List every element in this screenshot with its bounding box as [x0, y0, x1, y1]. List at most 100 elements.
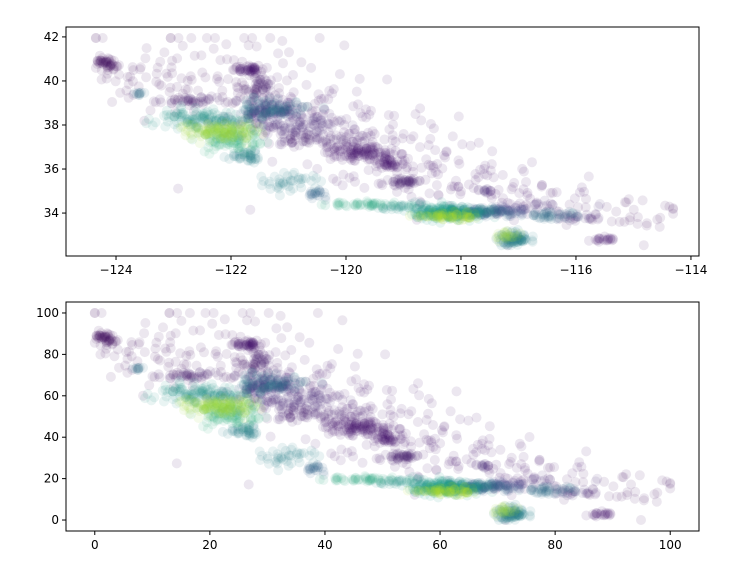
data-point — [437, 214, 448, 225]
data-point — [231, 114, 242, 125]
data-point — [464, 212, 475, 223]
data-point — [253, 99, 263, 110]
data-point — [160, 121, 171, 132]
data-point — [593, 233, 604, 244]
data-point — [285, 109, 296, 120]
data-point — [269, 99, 280, 110]
data-point — [372, 154, 383, 165]
data-point — [479, 185, 490, 196]
data-point — [465, 212, 475, 223]
data-point — [348, 149, 359, 159]
data-point — [468, 207, 479, 217]
data-point — [230, 356, 241, 367]
data-point — [423, 207, 434, 218]
data-point — [458, 205, 469, 216]
data-point — [319, 187, 330, 198]
data-point — [120, 360, 131, 371]
data-point — [601, 201, 612, 212]
data-point — [361, 143, 372, 154]
data-point — [332, 200, 343, 211]
data-point — [441, 212, 452, 223]
data-point — [214, 95, 225, 106]
data-point — [477, 204, 488, 215]
data-point — [381, 162, 392, 173]
data-point — [104, 56, 115, 67]
data-point — [240, 114, 251, 124]
data-point — [354, 132, 365, 143]
data-point — [212, 134, 223, 145]
data-point — [197, 67, 208, 78]
data-point — [309, 188, 320, 199]
data-point — [264, 138, 274, 149]
data-point — [509, 237, 519, 248]
data-point — [438, 201, 449, 212]
data-point — [232, 82, 242, 92]
data-point — [176, 73, 187, 84]
data-point — [115, 87, 126, 98]
y-tick-label: 38 — [44, 118, 59, 132]
data-point — [437, 204, 447, 214]
data-point — [275, 107, 286, 118]
data-point — [104, 335, 115, 346]
data-point — [202, 128, 213, 139]
data-point — [335, 146, 346, 157]
data-point — [564, 206, 575, 217]
data-point — [511, 231, 522, 242]
data-point — [176, 315, 187, 326]
data-point — [273, 103, 284, 114]
data-point — [206, 112, 217, 123]
data-point — [346, 155, 357, 166]
data-point — [435, 206, 445, 217]
data-point — [554, 209, 565, 220]
data-point — [513, 231, 523, 242]
data-point — [328, 173, 339, 184]
data-point — [219, 314, 230, 325]
data-point — [151, 337, 162, 348]
data-point — [315, 113, 326, 124]
data-point — [440, 208, 451, 219]
data-point — [465, 203, 475, 214]
data-point — [271, 108, 282, 119]
data-point — [184, 308, 195, 318]
data-point — [236, 341, 247, 352]
data-point — [459, 204, 470, 215]
data-point — [240, 83, 251, 94]
data-point — [247, 122, 258, 133]
data-point — [454, 214, 464, 225]
data-point — [380, 160, 391, 170]
data-point — [111, 336, 122, 347]
data-point — [233, 366, 244, 377]
data-point — [134, 337, 145, 348]
data-point — [457, 201, 468, 212]
data-point — [453, 181, 464, 192]
data-point — [230, 109, 241, 120]
data-point — [249, 95, 260, 106]
data-point — [199, 108, 210, 119]
data-point — [205, 113, 216, 124]
data-point — [277, 94, 288, 105]
data-point — [428, 207, 439, 218]
data-point — [261, 104, 272, 115]
data-point — [403, 153, 413, 164]
data-point — [488, 204, 499, 215]
data-point — [183, 93, 194, 104]
data-point — [364, 154, 375, 165]
data-point — [384, 148, 395, 159]
data-point — [478, 204, 489, 215]
data-point — [267, 99, 278, 110]
data-point — [277, 107, 288, 118]
data-point — [283, 135, 294, 146]
data-point — [447, 207, 458, 218]
data-point — [135, 64, 145, 75]
data-point — [382, 175, 393, 185]
data-point — [219, 118, 230, 129]
data-point — [276, 125, 287, 136]
data-point — [97, 33, 108, 43]
data-point — [340, 132, 351, 143]
data-point — [528, 473, 539, 484]
data-point — [219, 152, 230, 162]
data-point — [259, 80, 270, 91]
data-point — [169, 111, 180, 122]
data-point — [271, 120, 282, 131]
data-point — [158, 322, 168, 333]
